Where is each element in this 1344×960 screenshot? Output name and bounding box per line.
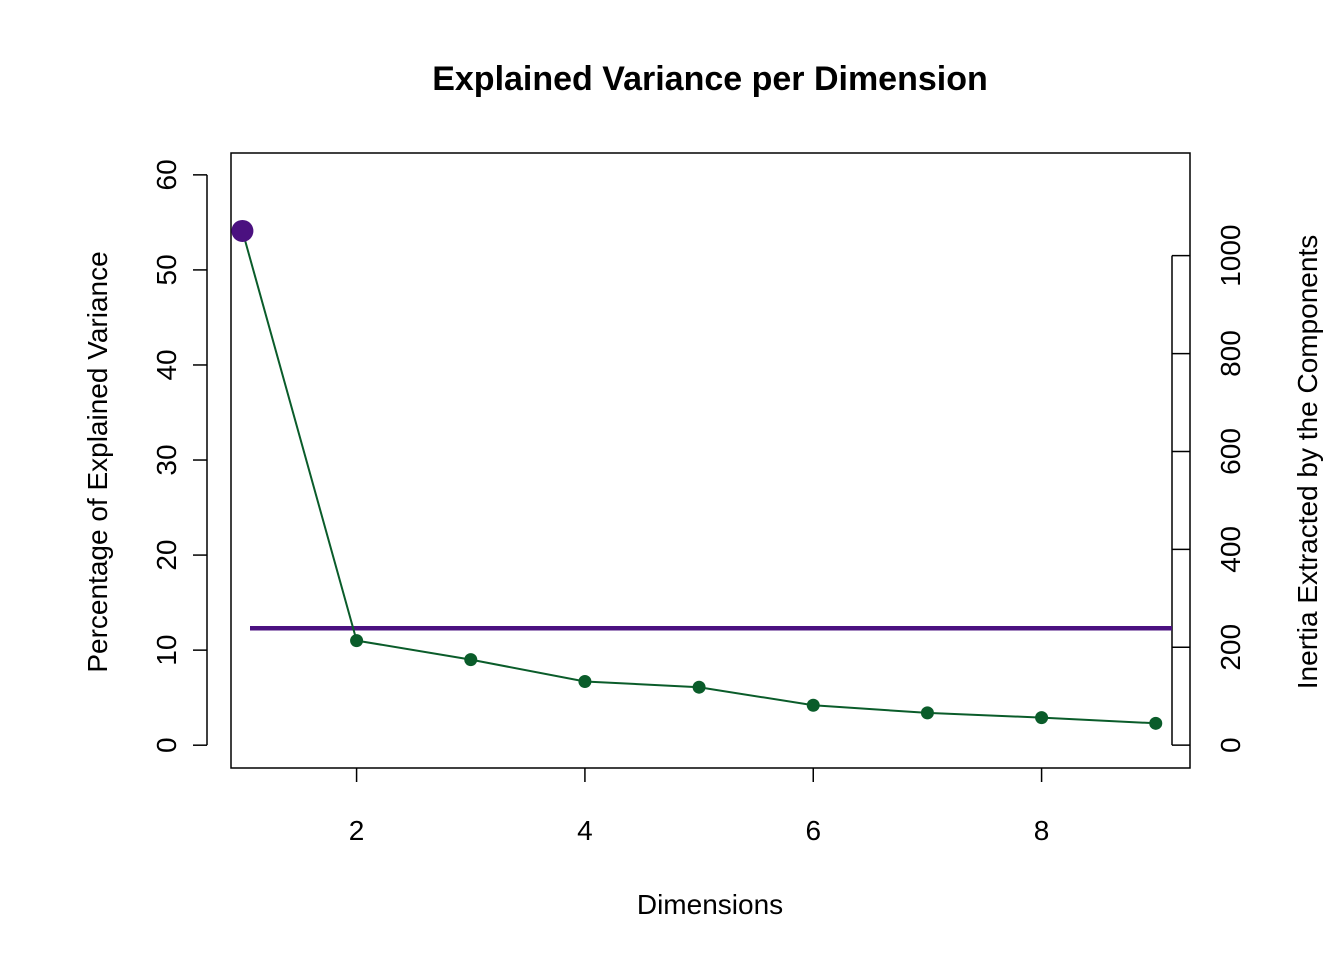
y2-tick-label: 800: [1215, 330, 1246, 377]
y-tick-label: 50: [151, 254, 182, 285]
data-point: [806, 698, 820, 712]
highlight-point: [231, 219, 254, 242]
y-axis-label: Percentage of Explained Variance: [82, 251, 113, 672]
data-point: [920, 706, 934, 720]
y2-tick-label: 600: [1215, 428, 1246, 475]
x-tick-label: 6: [805, 815, 821, 846]
y2-axis-label: Inertia Extracted by the Components: [1292, 235, 1323, 689]
x-axis-label: Dimensions: [637, 889, 783, 920]
data-point: [1149, 716, 1163, 730]
data-point: [464, 653, 478, 667]
chart-title: Explained Variance per Dimension: [432, 60, 988, 98]
y2-tick-label: 1000: [1215, 225, 1246, 287]
y-tick-label: 10: [151, 635, 182, 666]
data-point: [578, 675, 592, 689]
y-tick-label: 60: [151, 159, 182, 190]
plot-frame: [230, 152, 1191, 769]
x-tick-label: 4: [577, 815, 593, 846]
y2-tick-label: 0: [1215, 737, 1246, 753]
y-tick-label: 0: [151, 737, 182, 753]
y-tick-label: 20: [151, 540, 182, 571]
series-line: [241, 230, 1156, 725]
y-tick-label: 30: [151, 444, 182, 475]
y-tick-label: 40: [151, 349, 182, 380]
data-point: [350, 634, 364, 648]
y2-tick-label: 400: [1215, 526, 1246, 573]
x-tick-label: 2: [349, 815, 365, 846]
data-point: [1035, 711, 1049, 725]
data-point: [692, 680, 706, 694]
x-tick-label: 8: [1034, 815, 1050, 846]
y2-tick-label: 200: [1215, 624, 1246, 671]
